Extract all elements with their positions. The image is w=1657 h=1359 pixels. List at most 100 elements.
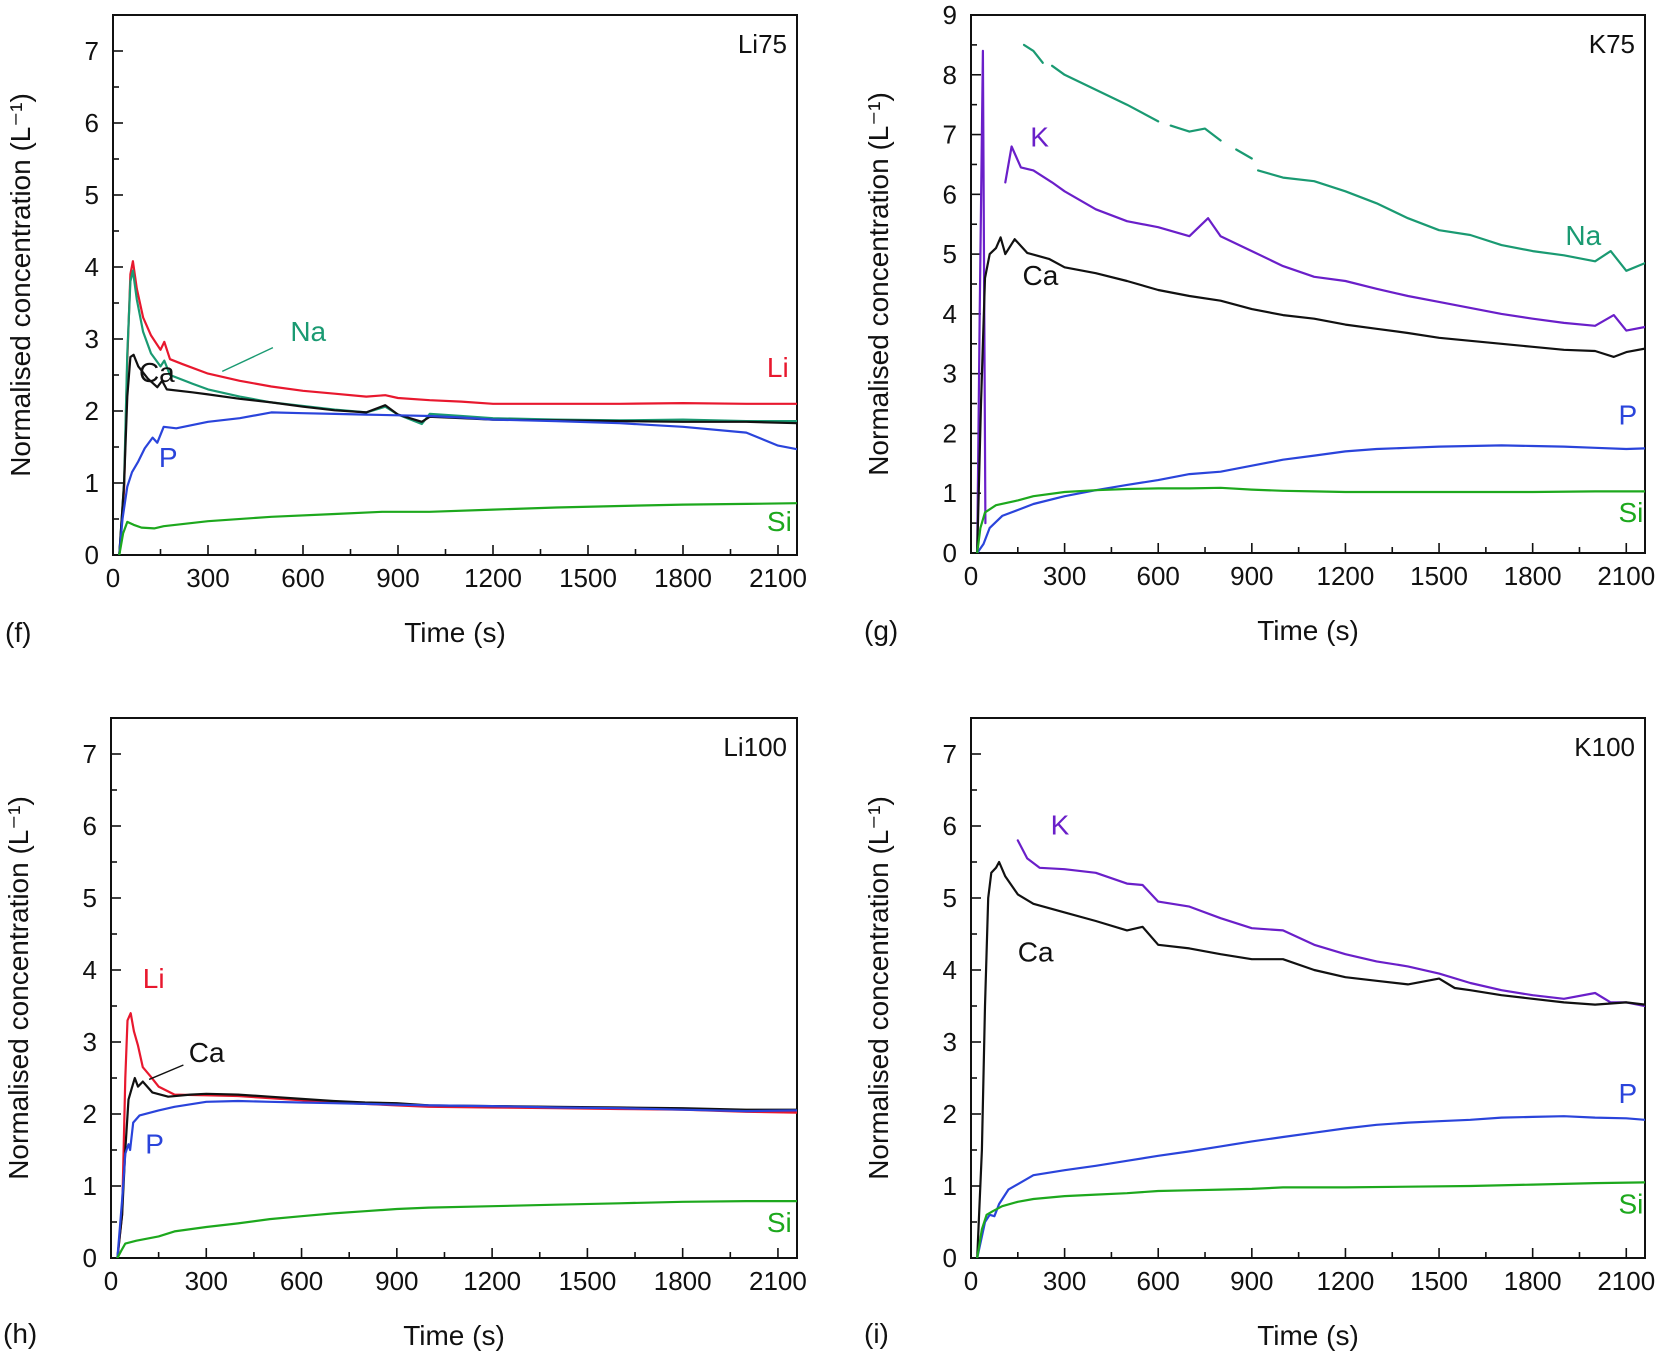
y-axis-title: Normalised concentration (L⁻¹) [5,93,36,477]
x-tick-label: 1500 [1410,561,1468,591]
plot-frame [970,717,1646,1259]
x-tick-label: 0 [964,1266,978,1296]
series-label-k: K [1051,810,1070,841]
x-axis-title: Time (s) [404,617,506,648]
y-tick-label: 3 [943,1027,957,1057]
y-axis-title: Normalised concentration (L⁻¹) [3,796,34,1180]
panel-letter: (h) [3,1318,37,1349]
series-line-na [118,269,797,555]
label-leader-ca [148,1064,184,1081]
x-axis-title: Time (s) [1257,615,1359,646]
x-tick-label: 600 [1137,561,1180,591]
x-tick-label: 1500 [1410,1266,1468,1296]
y-tick-label: 3 [83,1027,97,1057]
series-label-ca: Ca [1018,936,1054,967]
panel-letter: (f) [5,617,31,648]
x-tick-label: 600 [1137,1266,1180,1296]
series-label-p: P [1618,1078,1637,1109]
y-tick-label: 5 [85,180,99,210]
series-line-p [116,1099,797,1258]
series-line-si [118,502,797,555]
series-line-k [1016,839,1645,1008]
panel-title: Li75 [738,29,787,59]
series-layer [118,260,797,555]
y-tick-label: 4 [943,955,957,985]
series-layer [116,1012,797,1258]
y-tick-label: 9 [943,0,957,30]
panel-li100: 0 300 600 900 1200 1500 1800 2100 0 1 2 3 4 5 6 7 Time (… [3,717,807,1351]
series-label-si: Si [1618,497,1643,528]
plot-frame [970,14,1646,554]
y-tick-label: 6 [85,108,99,138]
series-label-li: Li [767,352,789,383]
x-tick-label: 300 [1043,561,1086,591]
series-line-p [118,411,797,555]
x-tick-label: 1500 [559,563,617,593]
x-tick-label: 1200 [1317,1266,1375,1296]
x-tick-label: 0 [104,1266,118,1296]
y-tick-label: 5 [943,883,957,913]
x-tick-label: 900 [375,1266,418,1296]
y-tick-label: 5 [83,883,97,913]
y-tick-label: 7 [85,36,99,66]
series-label-na: Na [1565,220,1601,251]
y-tick-label: 4 [83,955,97,985]
x-tick-label: 1800 [654,563,712,593]
x-tick-label: 2100 [1597,561,1655,591]
y-tick-label: 4 [943,299,957,329]
x-tick-label: 300 [185,1266,228,1296]
panel-li75: 0 300 600 900 1200 1500 1800 2100 0 1 2 3 4 5 6 7 Time (… [5,14,807,648]
y-tick-label: 0 [83,1243,97,1273]
y-tick-label: 1 [943,1171,957,1201]
x-tick-label: 900 [1230,1266,1273,1296]
series-line-na [1169,124,1222,142]
x-tick-label: 2100 [1597,1266,1655,1296]
x-tick-label: 900 [1230,561,1273,591]
y-tick-label: 0 [85,540,99,570]
series-label-li: Li [143,963,165,994]
series-line-na [1257,169,1645,272]
x-tick-label: 1800 [1504,1266,1562,1296]
y-tick-label: 8 [943,60,957,90]
plot-frame [112,14,798,556]
series-line-p [976,444,1645,553]
y-tick-label: 1 [83,1171,97,1201]
series-label-k: K [1030,122,1049,153]
plot-frame [110,717,798,1259]
series-line-k [1004,145,1645,332]
series-label-ca: Ca [1022,260,1058,291]
x-tick-label: 1500 [558,1266,616,1296]
y-tick-label: 2 [943,1099,957,1129]
x-tick-label: 1200 [463,1266,521,1296]
panel-k75: 0 300 600 900 1200 1500 1800 2100 0 1 2 3 4 5 6 7 8 9 Time… [863,0,1655,646]
x-tick-label: 300 [1043,1266,1086,1296]
y-tick-label: 2 [83,1099,97,1129]
x-tick-label: 0 [106,563,120,593]
x-tick-label: 2100 [749,563,807,593]
series-line-si [976,486,1645,553]
series-label-si: Si [1618,1188,1643,1219]
x-axis-title: Time (s) [1257,1320,1359,1351]
panel-letter: (i) [864,1318,889,1349]
series-line-na [1235,148,1253,160]
series-label-p: P [145,1129,164,1160]
x-tick-label: 1800 [1504,561,1562,591]
y-tick-label: 1 [85,468,99,498]
x-tick-label: 900 [376,563,419,593]
series-label-na: Na [290,316,326,347]
series-line-ca [976,236,1645,553]
y-tick-label: 7 [943,739,957,769]
series-line-si [116,1200,797,1258]
y-axis-title: Normalised concentration (L⁻¹) [863,92,894,476]
y-tick-label: 6 [83,811,97,841]
label-leader-na [221,347,274,373]
x-tick-label: 300 [186,563,229,593]
x-tick-label: 1800 [654,1266,712,1296]
series-label-p: P [159,442,178,473]
y-tick-label: 3 [85,324,99,354]
panel-letter: (g) [864,615,898,646]
panel-title: Li100 [723,732,787,762]
x-tick-label: 600 [280,1266,323,1296]
x-tick-label: 0 [964,561,978,591]
